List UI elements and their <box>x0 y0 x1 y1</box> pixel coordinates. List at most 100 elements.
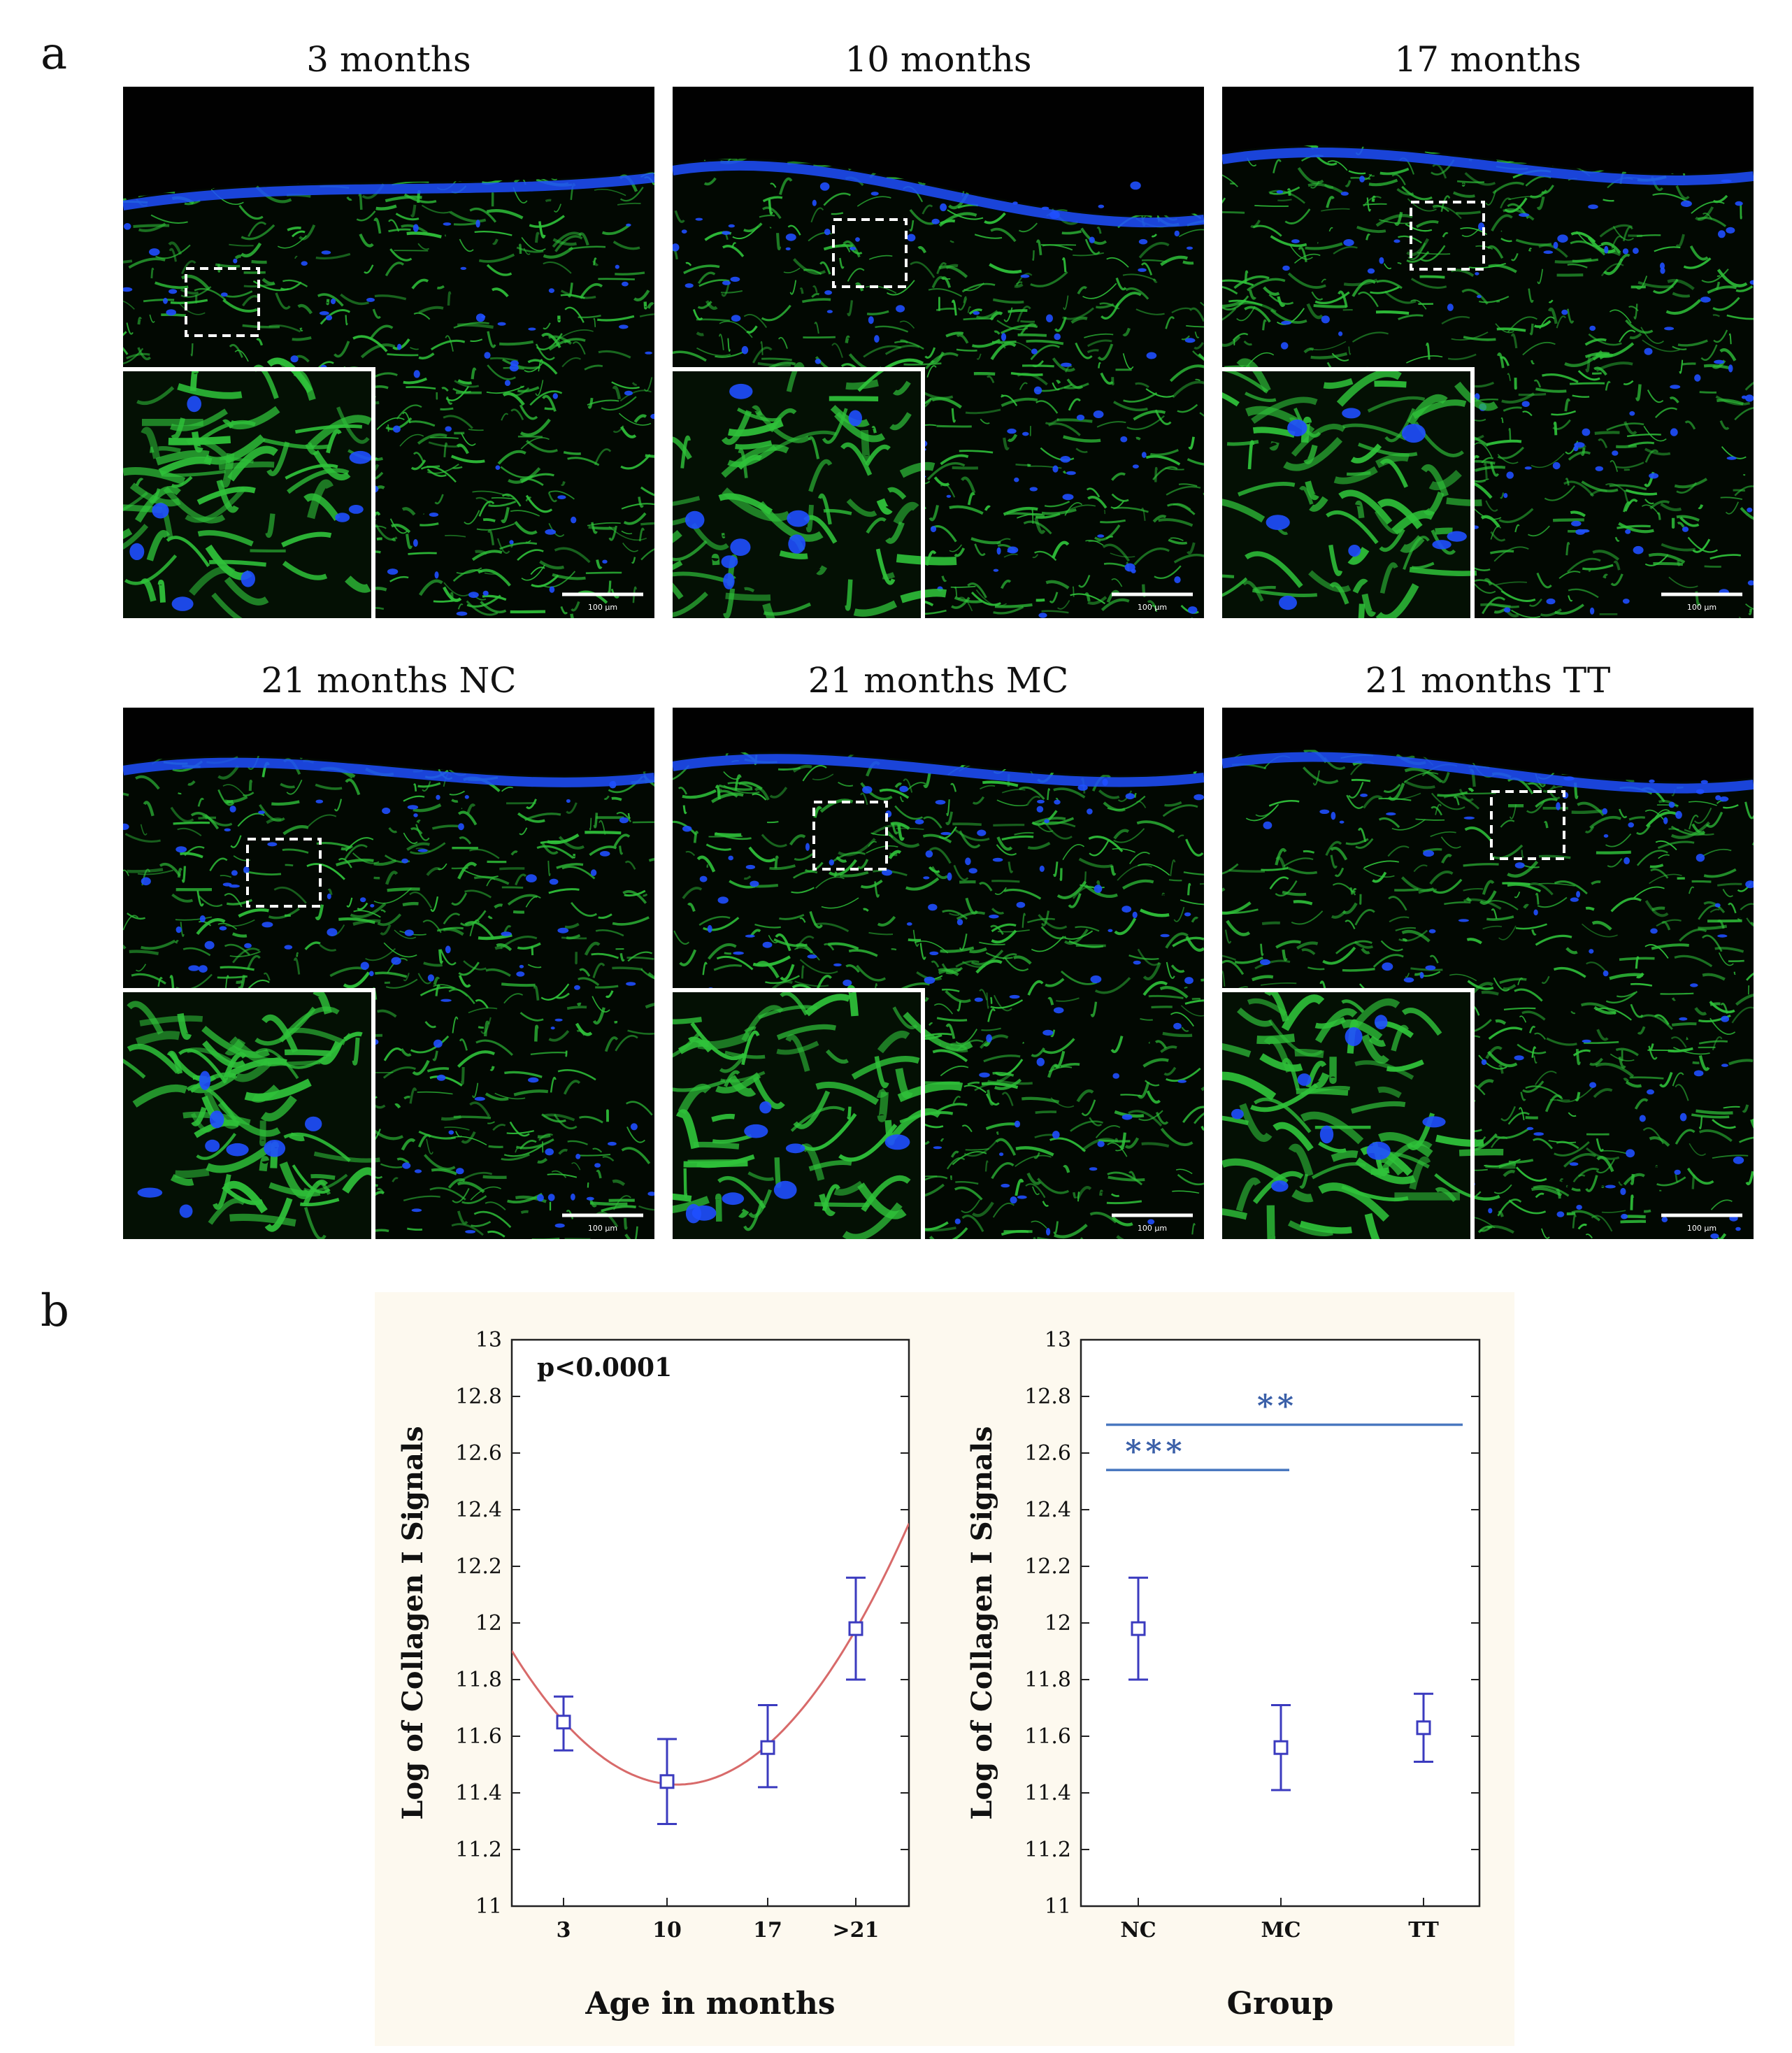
collagen-fiber <box>1616 444 1637 449</box>
collagen-fiber <box>1477 1225 1493 1233</box>
nucleus <box>1639 1115 1646 1122</box>
inset-fiber <box>847 1106 852 1120</box>
collagen-fiber <box>127 913 145 920</box>
collagen-fiber <box>434 494 444 505</box>
collagen-fiber <box>1533 1185 1570 1197</box>
collagen-fiber <box>1017 333 1047 337</box>
inset-fiber <box>1291 424 1346 457</box>
collagen-fiber <box>1387 782 1405 801</box>
collagen-fiber <box>926 365 937 378</box>
nucleus <box>812 199 817 206</box>
inset-fiber <box>1331 1150 1359 1162</box>
collagen-fiber <box>776 233 782 250</box>
collagen-fiber <box>1566 557 1601 573</box>
collagen-fiber <box>273 886 307 904</box>
collagen-fiber <box>950 782 957 792</box>
collagen-fiber <box>555 339 560 347</box>
collagen-fiber <box>1538 854 1571 859</box>
collagen-fiber <box>282 824 309 836</box>
nucleus <box>1052 1131 1060 1139</box>
inset-fiber <box>1361 593 1376 617</box>
inset-fiber <box>815 1081 880 1106</box>
collagen-fiber <box>1008 309 1028 313</box>
collagen-fiber <box>1177 834 1184 838</box>
nucleus <box>986 1034 992 1043</box>
inset-fiber <box>208 559 266 567</box>
nucleus <box>1745 394 1754 402</box>
collagen-fiber <box>1515 923 1547 930</box>
inset-fiber <box>711 1113 736 1122</box>
collagen-fiber <box>1510 252 1519 262</box>
inset-fiber <box>127 1001 164 1035</box>
inset-fiber <box>1299 1173 1309 1189</box>
collagen-fiber <box>1261 921 1280 925</box>
collagen-fiber <box>1463 336 1496 341</box>
collagen-fiber <box>233 855 251 861</box>
collagen-fiber <box>995 1138 1017 1156</box>
collagen-fiber <box>1531 452 1565 468</box>
collagen-fiber <box>435 984 440 996</box>
scale-bar-label: 100 µm <box>1687 603 1716 612</box>
collagen-fiber <box>697 301 712 309</box>
collagen-fiber <box>972 1201 994 1217</box>
collagen-fiber <box>389 575 409 582</box>
inset-fiber <box>793 1090 831 1129</box>
collagen-fiber <box>123 331 127 336</box>
collagen-fiber <box>1356 225 1386 234</box>
collagen-fiber <box>941 988 960 993</box>
collagen-fiber <box>401 224 428 234</box>
collagen-fiber <box>1500 197 1512 209</box>
nucleus <box>1633 248 1639 255</box>
nucleus <box>458 823 464 831</box>
nucleus <box>741 345 749 355</box>
collagen-fiber <box>336 858 374 866</box>
y-tick-label: 11.4 <box>455 1781 502 1805</box>
collagen-fiber <box>410 1035 450 1054</box>
collagen-fiber <box>1473 442 1493 458</box>
collagen-fiber <box>1348 782 1364 799</box>
collagen-fiber <box>793 258 826 275</box>
collagen-fiber <box>1490 526 1502 540</box>
collagen-fiber <box>444 1126 470 1131</box>
collagen-fiber <box>1553 421 1558 436</box>
collagen-fiber <box>945 264 959 269</box>
nucleus <box>233 258 238 264</box>
inset-fiber <box>1328 544 1343 577</box>
collagen-fiber <box>466 803 476 814</box>
collagen-fiber <box>1558 571 1581 579</box>
collagen-fiber <box>1491 214 1513 231</box>
collagen-fiber <box>446 396 453 405</box>
collagen-fiber <box>1182 1106 1204 1123</box>
collagen-fiber <box>451 1223 484 1236</box>
collagen-fiber <box>1483 462 1488 480</box>
collagen-fiber <box>553 203 562 213</box>
collagen-fiber <box>682 887 703 899</box>
collagen-fiber <box>1052 541 1070 559</box>
collagen-fiber <box>1406 238 1430 257</box>
collagen-fiber <box>619 389 652 402</box>
collagen-fiber <box>190 343 194 357</box>
collagen-fiber <box>951 408 956 423</box>
y-tick-label: 11.2 <box>455 1838 502 1862</box>
inset-fiber <box>261 1014 299 1053</box>
collagen-fiber <box>970 592 1001 606</box>
collagen-fiber <box>550 1076 557 1093</box>
collagen-fiber <box>1675 1084 1689 1101</box>
nucleus <box>360 897 366 903</box>
nucleus <box>630 1123 638 1131</box>
nucleus <box>433 1039 443 1048</box>
collagen-fiber <box>1142 962 1161 980</box>
collagen-fiber <box>1490 844 1524 859</box>
collagen-fiber <box>1675 185 1690 200</box>
collagen-fiber <box>1636 824 1651 836</box>
collagen-fiber <box>752 346 773 364</box>
collagen-fiber <box>1401 185 1433 201</box>
nucleus <box>244 943 252 948</box>
nucleus <box>1036 806 1044 813</box>
collagen-fiber <box>1224 929 1232 944</box>
collagen-fiber <box>1017 306 1031 322</box>
collagen-fiber <box>1635 972 1644 979</box>
inset-fiber <box>163 486 226 524</box>
collagen-fiber <box>1686 1036 1689 1040</box>
nucleus <box>319 311 329 315</box>
